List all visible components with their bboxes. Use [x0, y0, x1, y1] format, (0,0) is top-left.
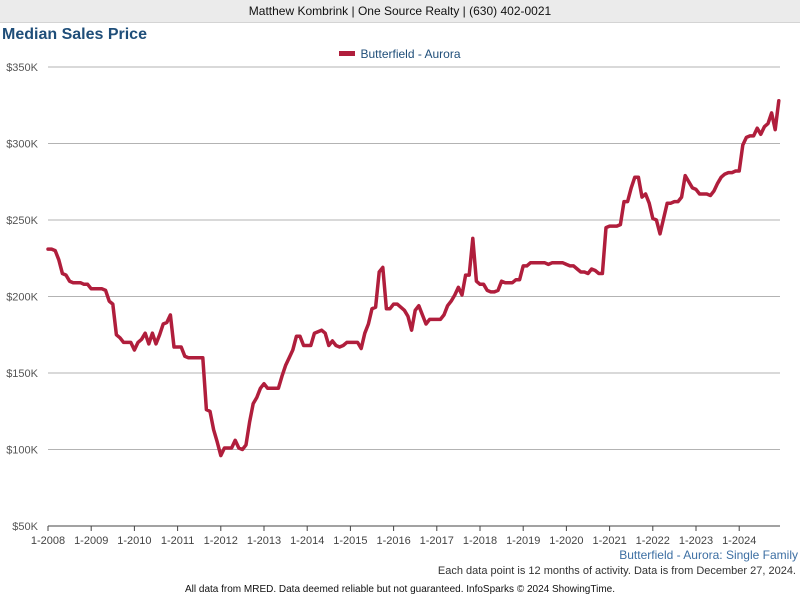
x-tick-label: 1-2014 [290, 535, 324, 547]
data-note: Each data point is 12 months of activity… [437, 565, 796, 577]
header-bar: Matthew Kombrink | One Source Realty | (… [0, 0, 800, 23]
y-tick-label: $100K [6, 445, 38, 457]
x-tick-label: 1-2008 [31, 535, 65, 547]
chart-subtitle: Butterfield - Aurora: Single Family [619, 548, 798, 562]
x-tick-label: 1-2024 [722, 535, 756, 547]
header-text: Matthew Kombrink | One Source Realty | (… [248, 4, 552, 18]
x-tick-label: 1-2019 [506, 535, 540, 547]
y-tick-label: $250K [6, 215, 38, 227]
y-tick-label: $200K [6, 292, 38, 304]
x-tick-label: 1-2009 [74, 535, 108, 547]
chart-title: Median Sales Price [2, 26, 147, 43]
y-axis: $50K $100K $150K $200K $250K $300K $350K [6, 62, 38, 533]
series-line [46, 98, 781, 458]
x-tick-label: 1-2018 [463, 535, 497, 547]
x-tick-label: 1-2023 [679, 535, 713, 547]
x-tick-label: 1-2010 [117, 535, 151, 547]
legend-swatch [339, 51, 356, 57]
x-tick-label: 1-2013 [247, 535, 281, 547]
x-tick-label: 1-2022 [636, 535, 670, 547]
x-tick-label: 1-2017 [420, 535, 454, 547]
x-tick-label: 1-2011 [161, 535, 194, 547]
x-tick-label: 1-2012 [204, 535, 238, 547]
grid-lines [48, 66, 780, 450]
x-tick-label: 1-2021 [592, 535, 626, 547]
y-tick-label: $300K [6, 139, 38, 151]
x-tick-label: 1-2020 [549, 535, 583, 547]
series-group [46, 98, 781, 458]
y-tick-label: $150K [6, 368, 38, 380]
y-tick-label: $350K [6, 62, 38, 74]
x-axis: 1-2008 1-2009 1-2010 1-2011 1-2012 1-2013 1-20… [31, 525, 780, 547]
x-tick-label: 1-2015 [333, 535, 367, 547]
legend-label: Butterfield - Aurora [360, 47, 461, 61]
y-tick-label: $50K [12, 521, 38, 533]
x-tick-label: 1-2016 [376, 535, 410, 547]
legend[interactable]: Butterfield - Aurora [0, 47, 800, 61]
footer-disclaimer: All data from MRED. Data deemed reliable… [184, 584, 615, 595]
